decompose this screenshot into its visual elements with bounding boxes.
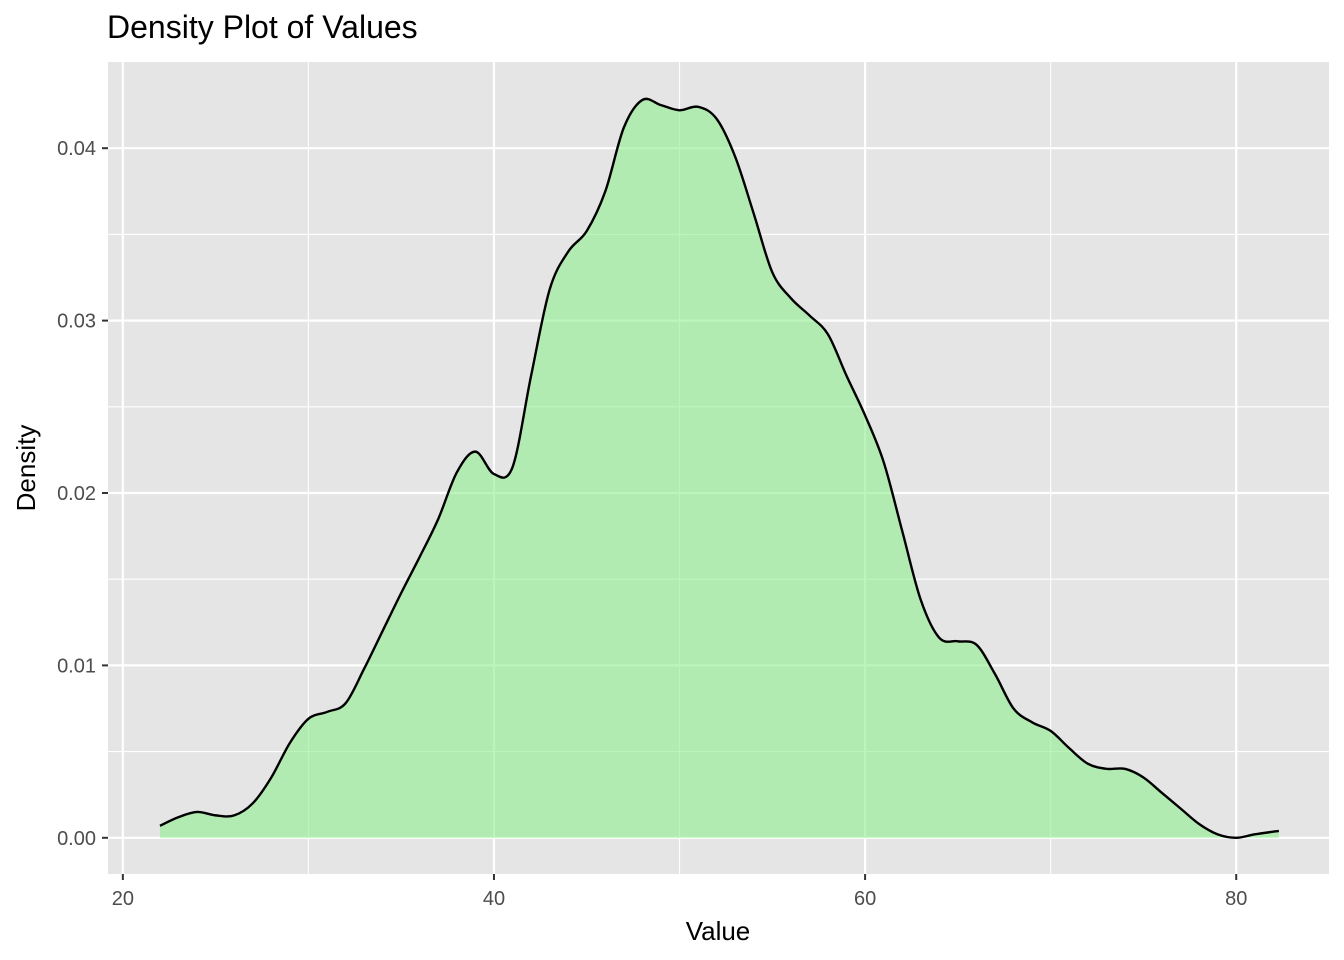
x-tick-label: 40 — [483, 888, 505, 910]
y-tick-label: 0.01 — [57, 655, 96, 677]
chart-title: Density Plot of Values — [107, 9, 418, 45]
y-axis-title: Density — [11, 425, 41, 512]
y-tick-label: 0.04 — [57, 138, 96, 160]
x-tick-label: 60 — [854, 888, 876, 910]
density-curve — [159, 97, 1280, 839]
y-tick-label: 0.00 — [57, 828, 96, 850]
density-area — [159, 98, 1279, 838]
x-tick-label: 20 — [112, 888, 134, 910]
x-axis-title: Value — [686, 916, 751, 946]
x-tick-label: 80 — [1225, 888, 1247, 910]
y-axis: 0.00 0.01 0.02 0.03 0.04 — [57, 138, 108, 850]
y-tick-label: 0.02 — [57, 483, 96, 505]
y-tick-label: 0.03 — [57, 311, 96, 333]
x-axis: 20 40 60 80 — [112, 874, 1247, 910]
